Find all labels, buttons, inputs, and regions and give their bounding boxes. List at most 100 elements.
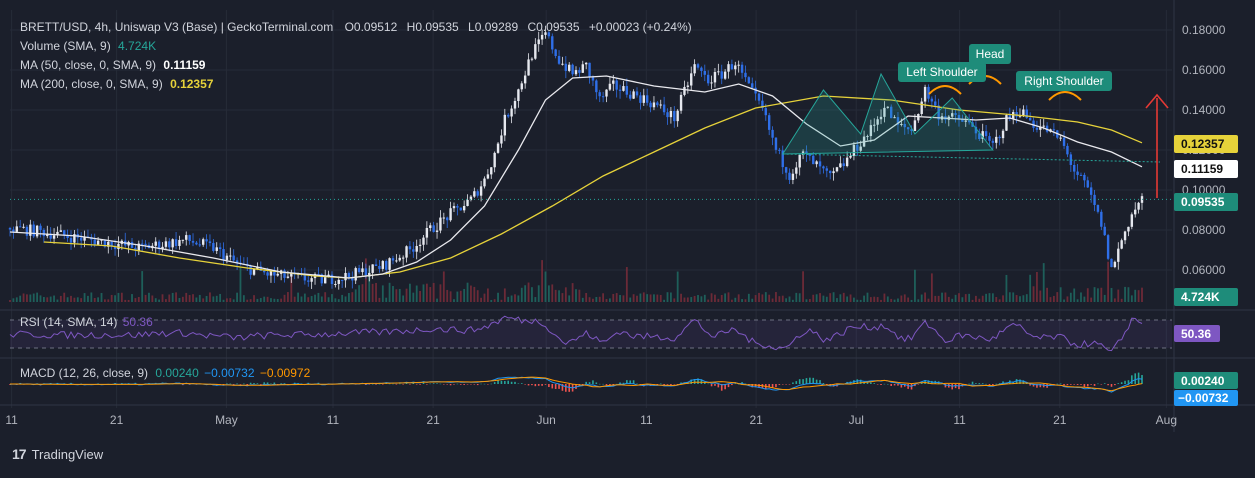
candle-body [507,114,510,117]
volume-bar [381,285,384,302]
volume-bar [792,299,794,302]
candle-body [778,149,781,151]
volume-bar [9,299,11,302]
macd-histogram-bar [663,384,665,386]
volume-bar [1113,298,1116,302]
candle-body [340,279,344,281]
candle-body [757,93,761,101]
volume-bar [605,299,608,302]
volume-bar [317,292,320,302]
macd-histogram-bar [812,377,815,384]
candle-body [398,257,401,261]
macd-histogram-bar [426,384,428,385]
macd-histogram-bar [768,384,770,388]
candle-body [174,239,178,246]
candle-body [422,237,425,245]
macd-histogram-bar [280,383,282,384]
macd-histogram-bar [1039,384,1042,388]
macd-histogram-bar [1073,384,1076,385]
ohlc-low-key: L [468,20,475,34]
candle-body [1045,125,1049,132]
volume-bar [53,295,55,302]
candle-body [259,266,263,271]
candle-body [954,113,957,115]
candle-body [178,240,181,246]
candle-body [473,191,476,197]
ohlc-low-value: 0.09289 [474,20,519,34]
candle-body [998,136,1001,139]
candle-body [801,151,805,155]
volume-bar [59,295,62,302]
candle-body [571,64,574,75]
candle-body [371,264,374,273]
macd-histogram-bar [883,383,886,385]
macd-histogram-bar [992,384,994,386]
volume-bar [490,299,493,302]
volume-bar [388,282,391,302]
volume-bar [720,295,723,302]
volume-bar [622,295,625,302]
candle-body [1032,120,1035,128]
volume-bar [232,299,235,302]
candle-body [805,151,808,155]
macd-histogram-bar [714,384,716,386]
candle-body [967,120,971,123]
macd-histogram-bar [785,384,787,385]
volume-bar [602,293,605,302]
right-shoulder-label: Right Shoulder [1024,74,1103,88]
candle-body [181,239,185,241]
candle-body [307,280,310,282]
macd-histogram-bar [605,384,608,386]
volume-bar [764,292,767,302]
volume-bar [778,296,781,302]
macd-histogram-bar [504,381,506,384]
macd-histogram-bar [439,383,442,385]
volume-bar [185,292,188,302]
macd-histogram-bar [388,383,391,385]
symbol-legend-row: BRETT/USD, 4h, Uniswap V3 (Base) | Gecko… [20,20,692,34]
macd-histogram-bar [1117,383,1120,384]
ohlc-high-key: H [406,20,416,34]
volume-bar [419,290,421,302]
candle-body [154,241,157,246]
volume-legend-row: Volume (SMA, 9) 4.724K [20,39,156,53]
rsi-label: RSI (14, SMA, 14) [20,315,118,329]
candle-body [130,241,134,248]
candle-body [889,106,893,119]
volume-bar [825,296,828,302]
macd-histogram-bar [731,384,733,386]
candle-body [1110,258,1113,268]
tradingview-footer[interactable]: 17 TradingView [12,446,103,462]
candle-body [629,94,632,99]
macd-histogram-bar [826,384,828,385]
candle-body [1117,248,1120,262]
macd-histogram-bar [382,384,384,385]
candle-body [547,32,551,37]
candle-body [59,230,63,232]
volume-bar [470,285,472,302]
macd-histogram-bar [724,384,726,390]
candle-body [1039,126,1042,130]
macd-label: MACD (12, 26, close, 9) [20,366,149,380]
candle-body [229,255,232,257]
candle-body [1025,109,1028,118]
macd-histogram-bar [419,384,421,385]
macd-histogram-bar [622,382,625,384]
macd-histogram-bar [598,383,601,385]
candle-body [381,261,385,269]
volume-bar [1137,290,1140,302]
candle-body [107,241,110,247]
macd-histogram-bar [256,383,259,384]
candle-body [32,224,35,237]
candle-body [659,104,662,106]
volume-bar [117,292,120,302]
volume-bar [900,295,903,302]
head-label-bg [969,44,1011,64]
candle-body [1106,235,1110,259]
volume-bar [1046,287,1049,302]
candle-body [63,230,66,236]
macd-histogram-bar [558,384,560,389]
volume-bar [354,289,357,302]
